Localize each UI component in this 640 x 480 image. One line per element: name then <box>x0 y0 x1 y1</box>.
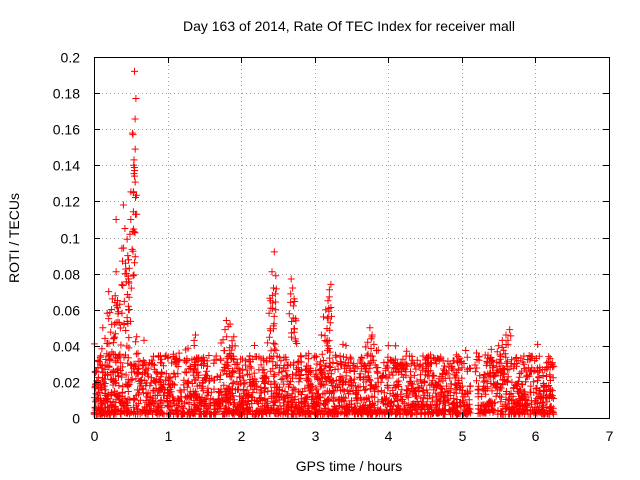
data-point <box>368 331 376 339</box>
x-tick-label: 2 <box>238 428 246 444</box>
data-point <box>267 297 275 305</box>
data-point <box>320 313 327 321</box>
data-point <box>125 306 133 314</box>
x-tick-label: 4 <box>385 428 393 444</box>
data-point <box>122 270 130 278</box>
data-point <box>103 309 111 317</box>
data-points <box>90 67 558 418</box>
data-point <box>105 288 113 296</box>
data-point <box>190 336 198 344</box>
data-point <box>192 331 199 339</box>
data-point <box>392 342 400 350</box>
data-point <box>131 172 138 180</box>
data-point <box>364 338 372 346</box>
y-tick-label: 0.2 <box>61 50 81 66</box>
data-point <box>112 216 120 223</box>
y-tick-label: 0.12 <box>53 194 80 210</box>
x-tick-label: 0 <box>91 428 99 444</box>
x-tick-label: 6 <box>532 428 540 444</box>
data-point <box>290 295 298 303</box>
data-point <box>112 268 120 276</box>
baseline-points <box>90 115 558 418</box>
data-point <box>127 216 135 223</box>
data-point <box>322 306 330 314</box>
data-point <box>325 286 333 294</box>
data-point <box>495 342 503 350</box>
data-point <box>546 354 554 362</box>
y-tick-label: 0.02 <box>53 375 80 391</box>
data-point <box>119 201 127 209</box>
y-tick-label: 0 <box>72 411 80 427</box>
data-point <box>230 333 238 341</box>
data-point <box>268 268 276 276</box>
data-point <box>221 326 229 334</box>
data-point <box>131 145 139 153</box>
data-point <box>454 353 462 361</box>
y-tick-label: 0.08 <box>53 267 80 283</box>
data-point <box>226 320 234 328</box>
data-point <box>133 333 141 341</box>
data-point <box>473 349 481 357</box>
data-point <box>506 326 514 334</box>
data-point <box>129 131 137 139</box>
data-point <box>118 309 126 317</box>
y-axis-label: ROTI / TECUs <box>6 193 22 283</box>
y-tick-label: 0.16 <box>53 122 80 138</box>
data-point <box>124 252 132 260</box>
data-point <box>132 95 140 102</box>
data-point <box>130 161 138 169</box>
x-tick-label: 7 <box>606 428 614 444</box>
data-point <box>289 284 297 292</box>
y-tick-label: 0.06 <box>53 303 80 319</box>
chart-title: Day 163 of 2014, Rate Of TEC Index for r… <box>183 18 515 34</box>
data-point <box>327 280 335 288</box>
data-point <box>403 347 411 355</box>
data-point <box>324 297 332 305</box>
data-point <box>502 331 510 339</box>
data-point <box>140 336 148 344</box>
data-point <box>125 264 133 272</box>
data-point <box>121 225 129 232</box>
data-point <box>265 309 273 317</box>
data-point <box>99 324 107 332</box>
data-point <box>108 295 116 303</box>
data-point <box>270 284 277 292</box>
x-tick-label: 3 <box>312 428 320 444</box>
y-tick-label: 0.04 <box>53 339 80 355</box>
x-tick-label: 5 <box>459 428 467 444</box>
data-point <box>366 324 374 332</box>
y-tick-label: 0.18 <box>53 86 80 102</box>
data-point <box>116 300 124 308</box>
data-point <box>272 306 280 314</box>
x-tick-label: 1 <box>165 428 173 444</box>
data-point <box>270 248 278 256</box>
data-point <box>292 315 300 323</box>
axis-ticks: 0 1 2 3 4 5 6 7 0 0.02 0.04 0.06 0.08 0.1 0.12 0.14 0.16… <box>53 50 614 445</box>
data-point <box>131 67 138 75</box>
data-point <box>498 336 506 344</box>
y-tick-label: 0.14 <box>53 158 80 174</box>
data-point <box>228 342 236 350</box>
data-point <box>222 317 230 324</box>
data-point <box>111 320 119 328</box>
data-point <box>487 345 495 353</box>
x-axis-label: GPS time / hours <box>296 458 403 474</box>
y-tick-label: 0.1 <box>61 231 81 247</box>
data-point <box>123 235 131 243</box>
data-point <box>287 275 295 283</box>
